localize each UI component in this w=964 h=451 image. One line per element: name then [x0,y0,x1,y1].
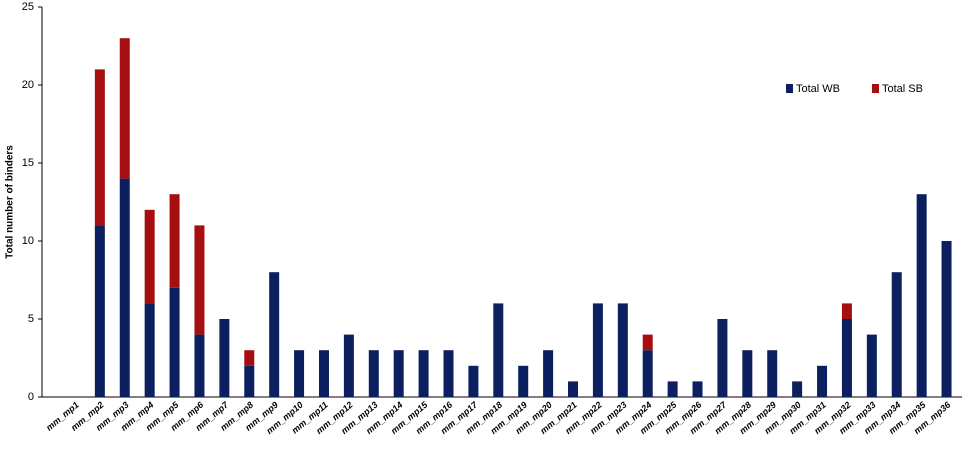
bar-segment [468,365,479,397]
y-tick-label: 10 [22,235,34,247]
bar-segment [343,334,354,397]
bar-segment [119,38,130,179]
legend-label: Total SB [882,83,923,95]
bar-segment [219,319,230,397]
bar-segment [767,350,778,397]
bar-segment [393,350,404,397]
bar-segment [119,178,130,397]
bar-segment [269,272,280,397]
bar-segment [294,350,305,397]
bar-segment [742,350,753,397]
y-axis-label: Total number of binders [5,145,16,259]
bar-segment [144,209,155,304]
y-tick-label: 15 [22,157,34,169]
bar-segment [916,194,927,397]
bar-segment [667,381,678,397]
bar-segment [244,350,255,366]
bar-segment [194,334,205,397]
bar-segment [841,319,852,397]
bar-segment [592,303,603,397]
bar-segment [543,350,554,397]
bar-segment [443,350,454,397]
bar-segment [642,350,653,397]
bar-segment [891,272,902,397]
bar-segment [94,69,105,226]
bar-segment [642,334,653,351]
bar-segment [518,365,529,397]
y-tick-label: 20 [22,79,34,91]
bar-segment [94,225,105,397]
bar-segment [169,194,180,288]
bar-segment [368,350,379,397]
bar-segment [692,381,703,397]
legend-label: Total WB [796,83,840,95]
bar-segment [144,303,155,397]
bar-segment [194,225,205,335]
y-tick-label: 0 [28,391,34,403]
bar-segment [493,303,504,397]
bar-segment [318,350,329,397]
bar-segment [717,319,728,397]
bar-segment [941,241,952,397]
y-tick-label: 5 [28,313,34,325]
bar-segment [792,381,803,397]
legend-swatch [786,84,793,93]
bar-segment [841,303,852,319]
bar-segment [244,365,255,397]
bar-segment [568,381,579,397]
bar-segment [418,350,429,397]
bar-segment [169,287,180,397]
y-tick-label: 25 [22,1,34,13]
bar-segment [617,303,628,397]
bar-segment [817,365,828,397]
legend-swatch [872,84,879,93]
bar-segment [866,334,877,397]
